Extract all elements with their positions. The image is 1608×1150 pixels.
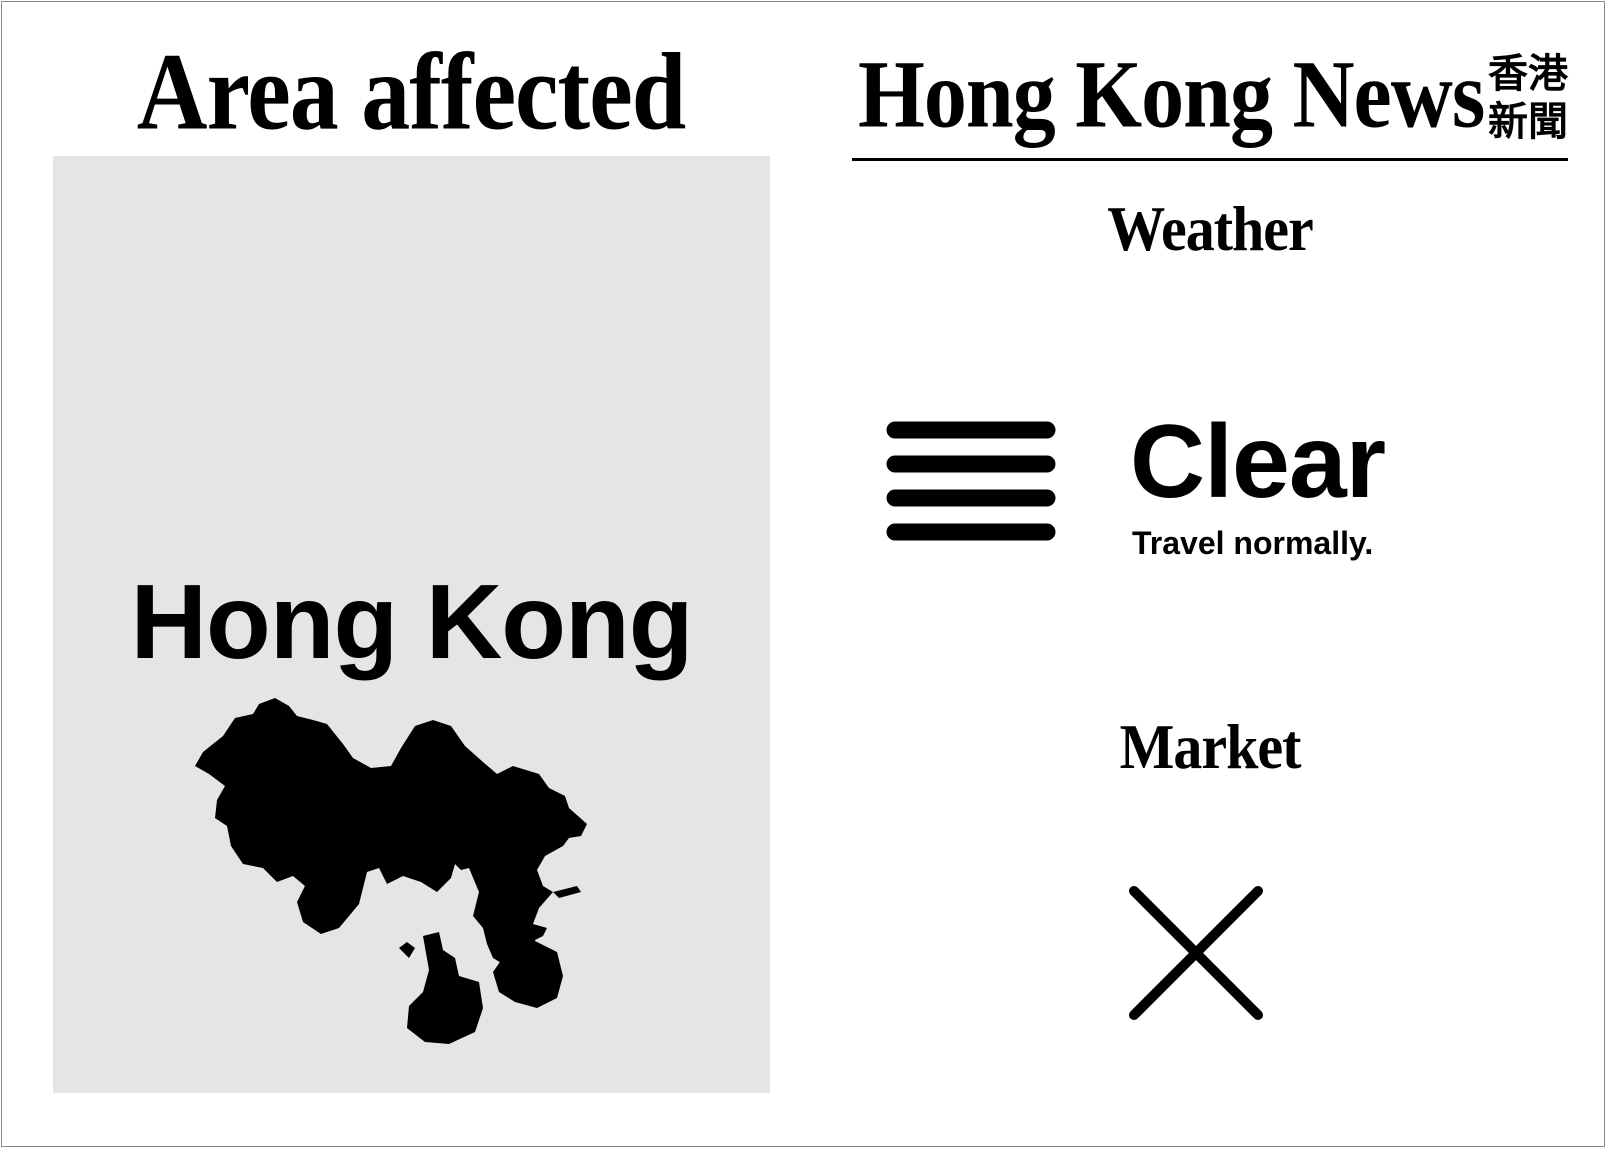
haze-lines-icon: [886, 421, 1056, 541]
area-map-panel: Hong Kong: [53, 156, 770, 1093]
market-heading: Market: [1119, 710, 1302, 783]
region-name: Hong Kong: [130, 563, 693, 681]
masthead-cjk-line2: 新聞: [1488, 99, 1568, 145]
x-cross-icon: [1129, 886, 1263, 1020]
masthead-title: Hong Kong News: [858, 40, 1485, 148]
masthead-cjk-line1: 香港: [1488, 51, 1568, 97]
weather-status: Clear: [1130, 404, 1386, 520]
weather-heading: Weather: [1107, 192, 1314, 265]
area-affected-title: Area affected: [136, 32, 686, 154]
masthead: Hong Kong News 香港 新聞: [852, 40, 1568, 161]
weather-advice: Travel normally.: [1132, 525, 1374, 561]
hong-kong-map-icon: [195, 698, 587, 1044]
masthead-cjk-logo: 香港 新聞: [1476, 50, 1568, 146]
